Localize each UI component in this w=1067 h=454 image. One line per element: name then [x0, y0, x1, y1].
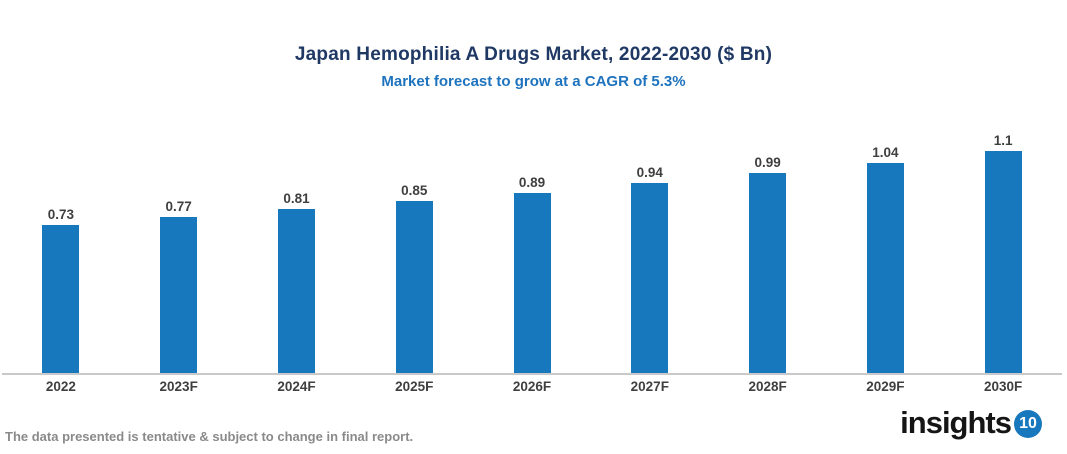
bar: [631, 183, 669, 373]
bar-value-label: 0.81: [283, 190, 310, 206]
logo-badge: 10: [1014, 410, 1042, 438]
bar-column: 0.89: [473, 88, 591, 373]
bar-value-label: 0.85: [401, 182, 428, 198]
bar-value-label: 0.94: [636, 164, 663, 180]
x-axis-tick-label: 2022: [45, 379, 76, 394]
bar-column: 0.73: [2, 88, 120, 373]
bar-chart-plot: 0.73 0.77 0.81 0.85 0.89 0.94 0.99 1.04 1.1: [2, 88, 1062, 375]
bar-value-label: 1.04: [872, 144, 899, 160]
bar: [749, 173, 787, 373]
bar: [42, 225, 80, 373]
bar: [395, 201, 433, 373]
bar-value-label: 0.73: [47, 206, 75, 222]
x-axis-tick-label: 2027F: [630, 379, 669, 394]
bar: [277, 209, 315, 373]
bar-value-label: 1.1: [993, 132, 1013, 148]
bar-column: 1.04: [826, 88, 944, 373]
x-axis-tick-label: 2024F: [277, 379, 316, 394]
x-axis-tick-label: 2023F: [159, 379, 198, 394]
bar: [160, 217, 198, 373]
bar-column: 0.85: [355, 88, 473, 373]
bar-column: 0.77: [120, 88, 238, 373]
x-axis-tick-label: 2028F: [748, 379, 787, 394]
bar-column: 0.99: [709, 88, 827, 373]
x-axis-tick-label: 2030F: [984, 379, 1023, 394]
x-axis-tick-label: 2026F: [512, 379, 552, 394]
bar: [866, 163, 904, 373]
insights10-logo: insights 10: [900, 407, 1042, 438]
bar-value-label: 0.77: [165, 198, 192, 214]
x-axis-tick-label: 2029F: [866, 379, 905, 394]
bar: [984, 151, 1022, 373]
bar-value-label: 0.99: [754, 154, 781, 170]
bar-column: 0.81: [238, 88, 356, 373]
x-axis-labels: 2022 2023F 2024F 2025F 2026F 2027F 2028F 2029F 2…: [2, 379, 1062, 394]
chart-subtitle: Market forecast to grow at a CAGR of 5.3…: [381, 73, 686, 90]
bar-column: 0.94: [591, 88, 709, 373]
disclaimer-text: The data presented is tentative & subjec…: [5, 429, 414, 444]
bar: [513, 193, 551, 373]
x-axis-tick-label: 2025F: [395, 379, 434, 394]
bar-column: 1.1: [944, 88, 1062, 373]
chart-title: Japan Hemophilia A Drugs Market, 2022-20…: [294, 44, 773, 65]
bar-value-label: 0.89: [518, 174, 546, 190]
logo-text: insights: [900, 405, 1012, 440]
